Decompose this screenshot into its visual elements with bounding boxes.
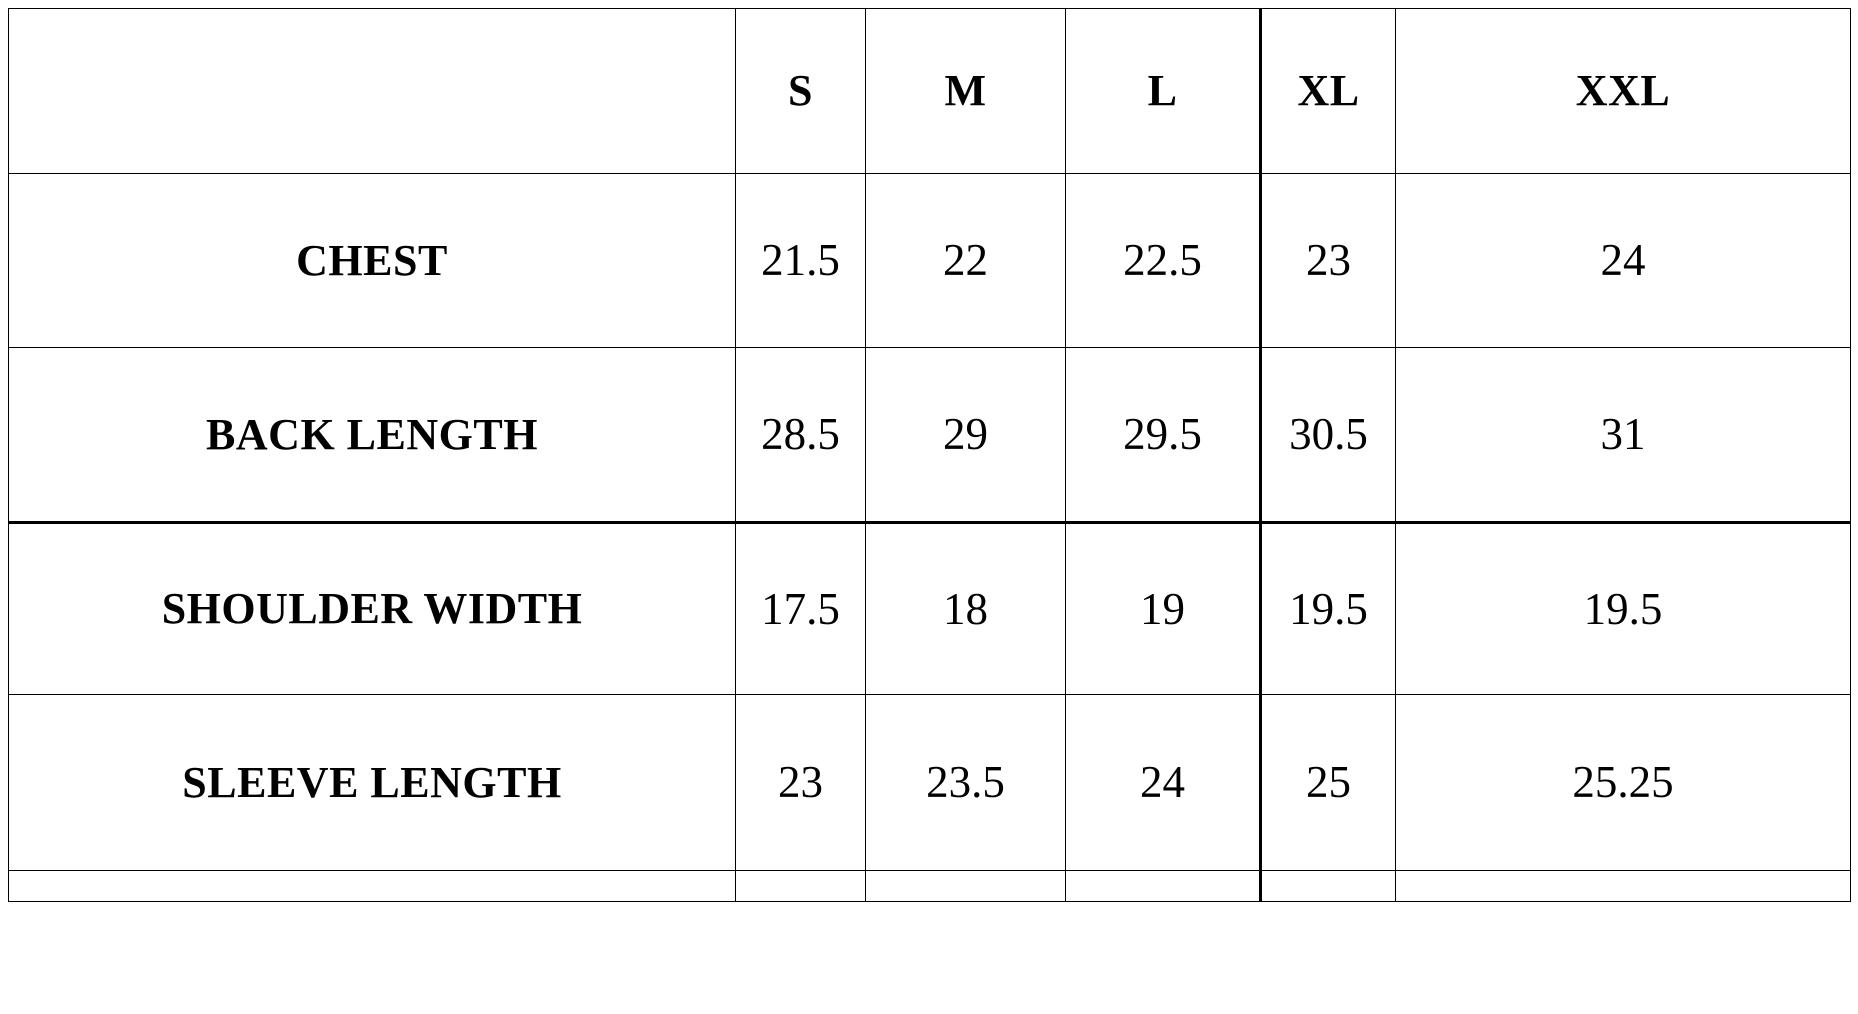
cell-sleeve-length-xl: 25 bbox=[1259, 694, 1396, 871]
cell-chest-xxl: 24 bbox=[1395, 173, 1851, 348]
column-header-l: L bbox=[1065, 8, 1261, 174]
cell-partial-xxl bbox=[1395, 870, 1851, 902]
column-header-xl: XL bbox=[1259, 8, 1396, 174]
row-label-chest: CHEST bbox=[8, 173, 736, 348]
cell-back-length-m: 29 bbox=[865, 347, 1066, 523]
cell-chest-xl: 23 bbox=[1259, 173, 1396, 348]
cell-shoulder-width-l: 19 bbox=[1065, 521, 1261, 695]
cell-back-length-s: 28.5 bbox=[735, 347, 866, 523]
cell-sleeve-length-s: 23 bbox=[735, 694, 866, 871]
table-row: SHOULDER WIDTH 17.5 18 19 19.5 19.5 bbox=[8, 521, 1851, 695]
column-header-xl-label: XL bbox=[1297, 66, 1360, 115]
cell-chest-m: 22 bbox=[865, 173, 1066, 348]
cell-back-length-xxl: 31 bbox=[1395, 347, 1851, 523]
row-label-sleeve-length: SLEEVE LENGTH bbox=[8, 694, 736, 871]
cell-shoulder-width-m: 18 bbox=[865, 521, 1066, 695]
table-row: SLEEVE LENGTH 23 23.5 24 25 25.25 bbox=[8, 694, 1851, 871]
cell-chest-l: 22.5 bbox=[1065, 173, 1261, 348]
table-row: BACK LENGTH 28.5 29 29.5 30.5 31 bbox=[8, 347, 1851, 523]
cell-back-length-xl: 30.5 bbox=[1259, 347, 1396, 523]
cell-partial-m bbox=[865, 870, 1066, 902]
cell-shoulder-width-xxl: 19.5 bbox=[1395, 521, 1851, 695]
column-header-m-label: M bbox=[944, 66, 987, 115]
table-row: CHEST 21.5 22 22.5 23 24 bbox=[8, 173, 1851, 348]
column-header-s: S bbox=[735, 8, 866, 174]
size-chart-table: S M L XL XXL CHEST bbox=[8, 8, 1851, 902]
cell-back-length-l: 29.5 bbox=[1065, 347, 1261, 523]
cell-sleeve-length-m: 23.5 bbox=[865, 694, 1066, 871]
cell-partial-xl bbox=[1259, 870, 1396, 902]
column-header-xxl-label: XXL bbox=[1575, 66, 1671, 115]
row-label-back-length: BACK LENGTH bbox=[8, 347, 736, 523]
table-row-partial bbox=[8, 870, 1851, 902]
cell-shoulder-width-s: 17.5 bbox=[735, 521, 866, 695]
column-header-m: M bbox=[865, 8, 1066, 174]
cell-shoulder-width-xl: 19.5 bbox=[1259, 521, 1396, 695]
cell-partial-l bbox=[1065, 870, 1261, 902]
row-label-shoulder-width: SHOULDER WIDTH bbox=[8, 521, 736, 695]
column-header-xxl: XXL bbox=[1395, 8, 1851, 174]
cell-partial-s bbox=[735, 870, 866, 902]
cell-sleeve-length-xxl: 25.25 bbox=[1395, 694, 1851, 871]
corner-cell bbox=[8, 8, 736, 174]
cell-chest-s: 21.5 bbox=[735, 173, 866, 348]
row-label-partial bbox=[8, 870, 736, 902]
cell-sleeve-length-l: 24 bbox=[1065, 694, 1261, 871]
column-header-s-label: S bbox=[788, 66, 813, 115]
column-header-l-label: L bbox=[1147, 66, 1178, 115]
table-header-row: S M L XL XXL bbox=[8, 8, 1851, 174]
